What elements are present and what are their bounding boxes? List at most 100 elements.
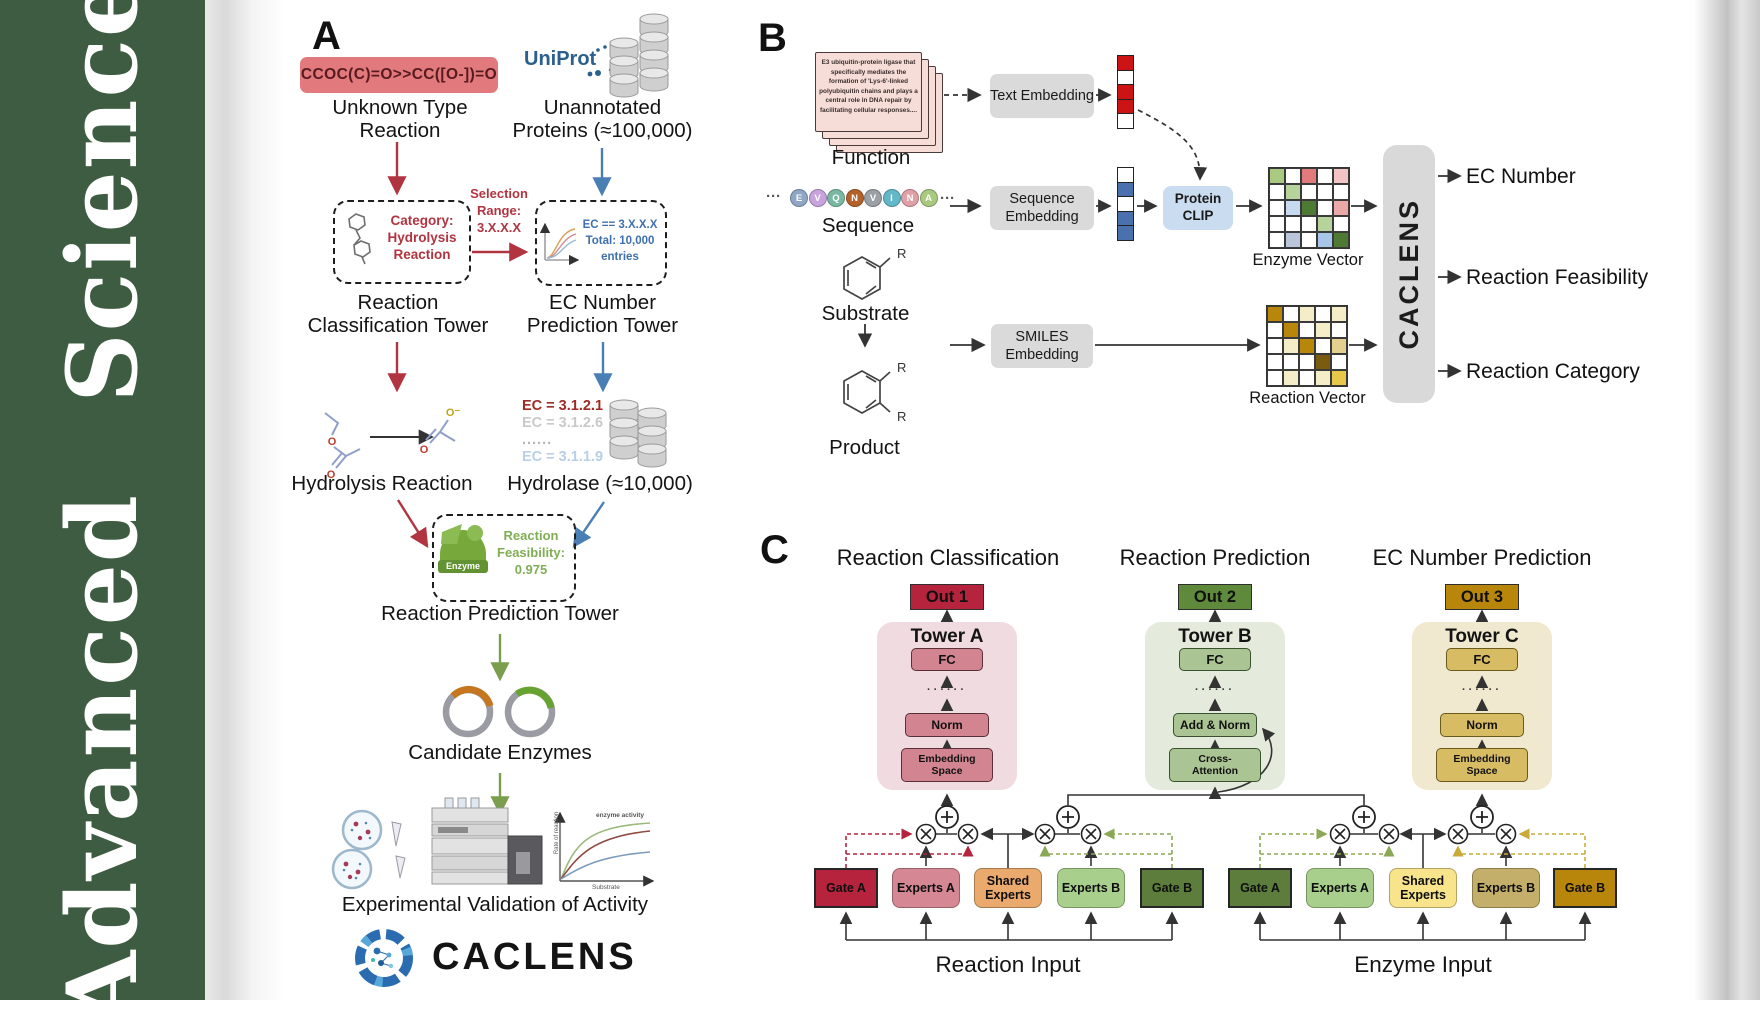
text-embedding-vector bbox=[1117, 55, 1134, 130]
ec-item: EC = 3.1.2.6 bbox=[522, 415, 604, 431]
text-embedding-box: Text Embedding bbox=[990, 74, 1094, 118]
enzyme-gate-a-box: Gate A bbox=[1228, 868, 1292, 908]
ester-structure-icon bbox=[324, 412, 361, 469]
ec-item: EC = 3.1.2.1 bbox=[522, 398, 604, 414]
reaction-gate-b-box: Gate B bbox=[1140, 868, 1204, 908]
ec-tower-label: EC Number Prediction Tower bbox=[526, 291, 679, 337]
product-r1-label: R bbox=[897, 360, 906, 375]
gate-b-left-dashed bbox=[1039, 828, 1173, 868]
enzyme-experts-b-box: Experts B bbox=[1472, 868, 1540, 908]
title-ec-number-prediction: EC Number Prediction bbox=[1372, 545, 1592, 570]
carboxylate-o-label: O bbox=[420, 444, 429, 456]
prediction-tower-label: Reaction Prediction Tower bbox=[381, 602, 619, 625]
reaction-vector-label: Reaction Vector bbox=[1249, 389, 1366, 407]
unknown-type-label: Unknown Type Reaction bbox=[332, 96, 468, 142]
ec-item: ...... bbox=[522, 432, 553, 448]
page-left-shadow bbox=[205, 0, 285, 1000]
carboxylate-o-anion-label: O⁻ bbox=[446, 407, 461, 419]
validation-label: Experimental Validation of Activity bbox=[341, 893, 649, 916]
tower-a-norm-box: Norm bbox=[905, 713, 989, 737]
title-reaction-prediction: Reaction Prediction bbox=[1119, 545, 1311, 570]
feasibility-text: Reaction Feasibility: 0.975 bbox=[497, 528, 565, 577]
reaction-experts-a-box: Experts A bbox=[892, 868, 960, 908]
ec-result-list: EC = 3.1.2.1 EC = 3.1.2.6 ...... EC = 3.… bbox=[522, 398, 603, 466]
carboxylate-structure-icon bbox=[425, 419, 456, 444]
substrate-structure-icon bbox=[843, 256, 891, 300]
gate-a-left-dashed bbox=[845, 828, 974, 868]
output-reaction-category: Reaction Category bbox=[1466, 360, 1640, 383]
caclens-module-label: CACLENS bbox=[1393, 198, 1424, 350]
ester-o-label: O bbox=[328, 436, 337, 448]
gate-b-right-dashed bbox=[1452, 828, 1586, 868]
substrate-label: Substrate bbox=[821, 302, 910, 325]
sequence-ellipsis-right: ··· bbox=[940, 190, 955, 207]
category-text: Category: Hydrolysis Reaction bbox=[387, 213, 457, 262]
figure-connectors: O O O⁻ O bbox=[324, 13, 1592, 987]
panel-a-arrows bbox=[370, 142, 613, 816]
hydrolase-label: Hydrolase (≈10,000) bbox=[507, 472, 693, 495]
candidate-enzymes-label: Candidate Enzymes bbox=[408, 741, 592, 764]
reaction-molecule-icon bbox=[348, 213, 371, 265]
sequence-embedding-vector bbox=[1117, 167, 1134, 242]
output-ec-number: EC Number bbox=[1466, 165, 1576, 188]
ec-dashed-box bbox=[535, 200, 667, 286]
gate-a-right-dashed bbox=[1259, 828, 1395, 868]
caclens-logo-icon bbox=[355, 929, 413, 987]
caclens-brand-text: CACLENS bbox=[432, 936, 637, 978]
tower-c-name: Tower C bbox=[1445, 626, 1519, 647]
tower-b-name: Tower B bbox=[1178, 626, 1252, 647]
tower-a-fc-box: FC bbox=[911, 648, 983, 671]
reaction-gate-a-box: Gate A bbox=[814, 868, 878, 908]
sequence-label: Sequence bbox=[821, 214, 915, 237]
activity-xlabel: Substrate bbox=[592, 884, 620, 891]
page-right-shadow bbox=[1694, 0, 1760, 1000]
tower-b-dots: ······ bbox=[1195, 684, 1235, 696]
tower-a-name: Tower A bbox=[910, 626, 984, 647]
hydrolase-database-icon bbox=[609, 399, 667, 468]
panel-c-label: C bbox=[760, 528, 789, 572]
out2-box: Out 2 bbox=[1178, 584, 1252, 610]
enzyme-experts-a-box: Experts A bbox=[1306, 868, 1374, 908]
panel-c-arrows bbox=[839, 609, 1592, 941]
out1-box: Out 1 bbox=[910, 584, 984, 610]
panel-a-label: A bbox=[312, 14, 341, 58]
classification-dashed-box bbox=[333, 200, 471, 284]
out3-box: Out 3 bbox=[1445, 584, 1519, 610]
tower-c-embedding-box: Embedding Space bbox=[1436, 748, 1528, 782]
reaction-input-label: Reaction Input bbox=[935, 952, 1081, 977]
function-label: Function bbox=[831, 146, 911, 169]
selection-range-text: Selection Range: 3.X.X.X bbox=[470, 186, 528, 235]
journal-spine: Advanced Science bbox=[0, 0, 205, 1026]
protein-clip-box: Protein CLIP bbox=[1163, 186, 1233, 230]
tower-c-dots: ······ bbox=[1462, 684, 1502, 696]
ec-mini-plot-icon bbox=[539, 222, 580, 266]
prediction-dashed-box bbox=[432, 514, 576, 602]
sum-nodes bbox=[935, 805, 1494, 829]
tower-c-norm-box: Norm bbox=[1440, 713, 1524, 737]
substrate-r-label: R bbox=[897, 246, 906, 261]
tower-c-fc-box: FC bbox=[1446, 648, 1518, 671]
enzyme-vector-label: Enzyme Vector bbox=[1252, 251, 1364, 269]
product-nodes bbox=[915, 823, 1517, 845]
hplc-instrument-icon bbox=[431, 797, 543, 885]
tower-b-fc-box: FC bbox=[1179, 648, 1251, 671]
smiles-embedding-box: SMILES Embedding bbox=[991, 324, 1093, 368]
uniprot-logo-text: UniProt bbox=[524, 48, 597, 70]
plasmid-icons bbox=[442, 686, 556, 738]
petri-dish-icons bbox=[331, 809, 406, 890]
enzyme-gate-b-box: Gate B bbox=[1553, 868, 1617, 908]
smiles-reaction-box: CCOC(C)=O>>CC([O-])=O bbox=[300, 57, 498, 93]
product-structure-icon bbox=[843, 370, 891, 414]
function-card-text: E3 ubiquitin-protein ligase that specifi… bbox=[819, 59, 918, 115]
activity-plot-axes bbox=[554, 811, 655, 887]
hydrolysis-reaction-label: Hydrolysis Reaction bbox=[291, 472, 473, 495]
function-card: E3 ubiquitin-protein ligase that specifi… bbox=[815, 52, 922, 132]
reaction-experts-b-box: Experts B bbox=[1057, 868, 1125, 908]
panel-b-label: B bbox=[758, 16, 787, 60]
tower-b-cross-attention-box: Cross- Attention bbox=[1169, 748, 1261, 782]
caclens-module-box: CACLENS bbox=[1383, 145, 1435, 403]
enzyme-badge: Enzyme bbox=[445, 561, 480, 571]
enzyme-vector-matrix bbox=[1268, 167, 1350, 249]
tower-b-add-norm-box: Add & Norm bbox=[1173, 713, 1257, 737]
ec-item: EC = 3.1.1.9 bbox=[522, 449, 604, 465]
